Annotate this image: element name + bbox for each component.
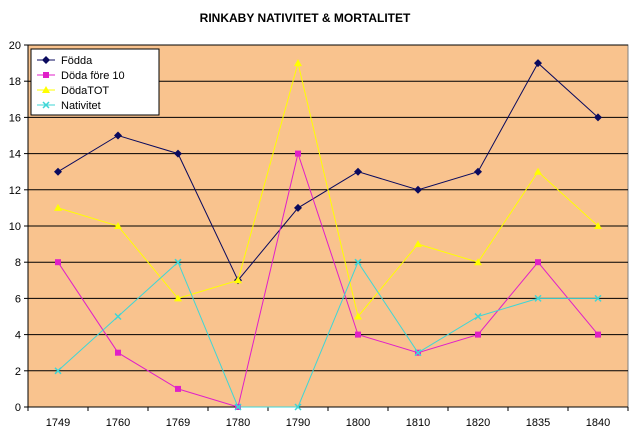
x-tick-label: 1840: [586, 417, 610, 429]
data-point: [414, 349, 422, 357]
series-line: [57, 151, 599, 408]
legend-item: Födda: [37, 55, 93, 67]
data-point: [174, 258, 182, 266]
data-point: [355, 331, 361, 338]
data-point: [414, 240, 422, 248]
data-point: [114, 312, 122, 321]
legend: Födda Döda före 10 DödaTOT Nativitet: [30, 48, 160, 116]
series-line: [57, 261, 598, 408]
data-point: [234, 276, 242, 284]
data-point: [474, 167, 482, 176]
data-point: [295, 150, 301, 157]
data-point: [42, 56, 50, 64]
legend-item: Nativitet: [37, 100, 101, 112]
data-point: [474, 258, 482, 266]
x-tick-label: 1749: [46, 417, 70, 429]
series-layer: [54, 59, 602, 411]
x-tick-label: 1800: [346, 417, 370, 429]
data-point: [594, 113, 602, 122]
x-tick-label: 1820: [466, 417, 490, 429]
chart-title: RINKABY NATIVITET & MORTALITET: [200, 11, 411, 25]
data-point: [594, 294, 602, 302]
y-tick-label: 16: [9, 112, 21, 124]
data-point: [294, 59, 302, 67]
data-point: [354, 167, 362, 176]
data-point: [174, 294, 182, 302]
y-tick-label: 8: [15, 257, 21, 269]
data-point: [115, 349, 121, 356]
data-point: [114, 131, 122, 140]
x-tick-label: 1810: [406, 417, 430, 429]
series-Nativitet: [54, 258, 602, 411]
data-point: [534, 59, 542, 68]
data-point: [354, 258, 362, 266]
data-point: [54, 367, 62, 375]
legend-item: Döda före 10: [37, 70, 125, 82]
data-point: [54, 203, 62, 211]
x-tick-label: 1790: [286, 417, 310, 429]
series-DödaTOT: [54, 59, 602, 320]
legend-item: DödaTOT: [37, 85, 109, 97]
data-point: [175, 385, 181, 392]
x-tick-label: 1769: [166, 417, 190, 429]
data-point: [534, 167, 542, 175]
data-point: [42, 101, 50, 109]
y-tick-label: 14: [9, 149, 21, 161]
data-point: [475, 331, 481, 338]
data-point: [43, 72, 49, 78]
data-point: [42, 86, 50, 93]
data-point: [114, 222, 122, 229]
y-tick-label: 6: [15, 293, 21, 305]
x-tick-label: 1835: [526, 417, 550, 429]
data-point: [294, 403, 302, 411]
data-point: [535, 259, 541, 266]
data-point: [534, 294, 542, 302]
data-point: [54, 167, 62, 176]
data-point: [474, 312, 482, 321]
y-tick-label: 12: [9, 185, 21, 197]
data-point: [354, 312, 362, 320]
legend-label: Döda före 10: [61, 70, 125, 82]
legend-label: Födda: [61, 55, 93, 67]
y-tick-label: 4: [15, 330, 21, 342]
x-tick-label: 1760: [106, 417, 130, 429]
data-point: [594, 222, 602, 229]
legend-label: Nativitet: [61, 100, 101, 112]
data-point: [174, 149, 182, 158]
x-tick-label: 1780: [226, 417, 250, 429]
y-tick-label: 20: [9, 40, 21, 52]
y-tick-label: 18: [9, 76, 21, 88]
y-tick-label: 2: [15, 366, 21, 378]
series-line: [57, 62, 599, 318]
data-point: [595, 331, 601, 338]
data-point: [294, 203, 302, 212]
data-point: [414, 185, 422, 194]
y-tick-label: 0: [15, 402, 21, 414]
legend-label: DödaTOT: [61, 85, 109, 97]
data-point: [234, 403, 242, 411]
y-tick-label: 10: [9, 221, 21, 233]
data-point: [55, 259, 61, 266]
